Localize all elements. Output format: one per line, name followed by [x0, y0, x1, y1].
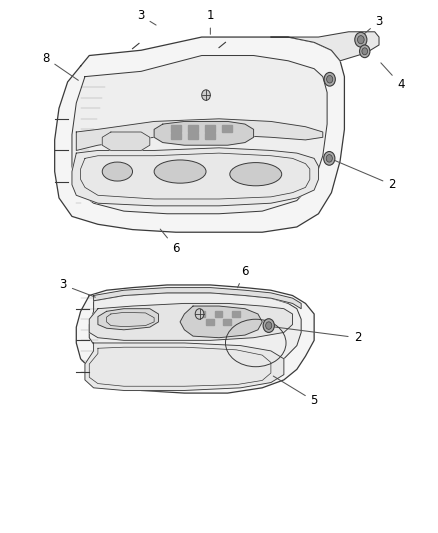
Circle shape — [355, 33, 367, 47]
Circle shape — [324, 151, 335, 165]
Bar — [206, 319, 214, 325]
Polygon shape — [76, 119, 323, 150]
Bar — [232, 311, 240, 317]
Bar — [188, 133, 198, 140]
Circle shape — [195, 309, 204, 319]
Bar — [198, 311, 205, 317]
Circle shape — [326, 155, 332, 162]
Text: 3: 3 — [360, 15, 383, 38]
Circle shape — [360, 45, 370, 58]
Polygon shape — [180, 306, 262, 338]
Bar — [205, 133, 215, 140]
Bar — [215, 311, 223, 317]
Circle shape — [263, 319, 274, 333]
Text: 3: 3 — [138, 10, 156, 25]
Text: 2: 2 — [275, 327, 361, 344]
Circle shape — [324, 72, 336, 86]
Circle shape — [202, 90, 210, 100]
Polygon shape — [72, 148, 318, 206]
Text: 8: 8 — [42, 52, 78, 80]
Text: 4: 4 — [381, 63, 404, 91]
Circle shape — [327, 76, 333, 83]
Ellipse shape — [230, 163, 282, 186]
Polygon shape — [85, 343, 284, 391]
Bar — [170, 125, 180, 132]
Bar — [205, 125, 215, 132]
Polygon shape — [89, 293, 301, 372]
Bar — [188, 125, 198, 132]
Text: 6: 6 — [160, 229, 180, 255]
Circle shape — [265, 322, 272, 329]
Polygon shape — [98, 309, 159, 330]
Text: 6: 6 — [237, 265, 249, 288]
Polygon shape — [76, 285, 314, 393]
Circle shape — [357, 36, 364, 44]
Polygon shape — [55, 37, 344, 232]
Polygon shape — [72, 55, 327, 214]
Text: 5: 5 — [273, 376, 318, 408]
Polygon shape — [271, 32, 379, 61]
Polygon shape — [89, 303, 293, 341]
Text: 2: 2 — [335, 160, 396, 191]
Bar — [223, 319, 231, 325]
Ellipse shape — [102, 162, 133, 181]
Polygon shape — [102, 132, 150, 150]
Text: 3: 3 — [60, 278, 95, 297]
Polygon shape — [94, 288, 301, 309]
Circle shape — [362, 48, 367, 55]
Text: 1: 1 — [207, 10, 214, 34]
Polygon shape — [154, 122, 254, 145]
Bar — [223, 125, 233, 132]
Bar — [170, 133, 180, 140]
Ellipse shape — [154, 160, 206, 183]
